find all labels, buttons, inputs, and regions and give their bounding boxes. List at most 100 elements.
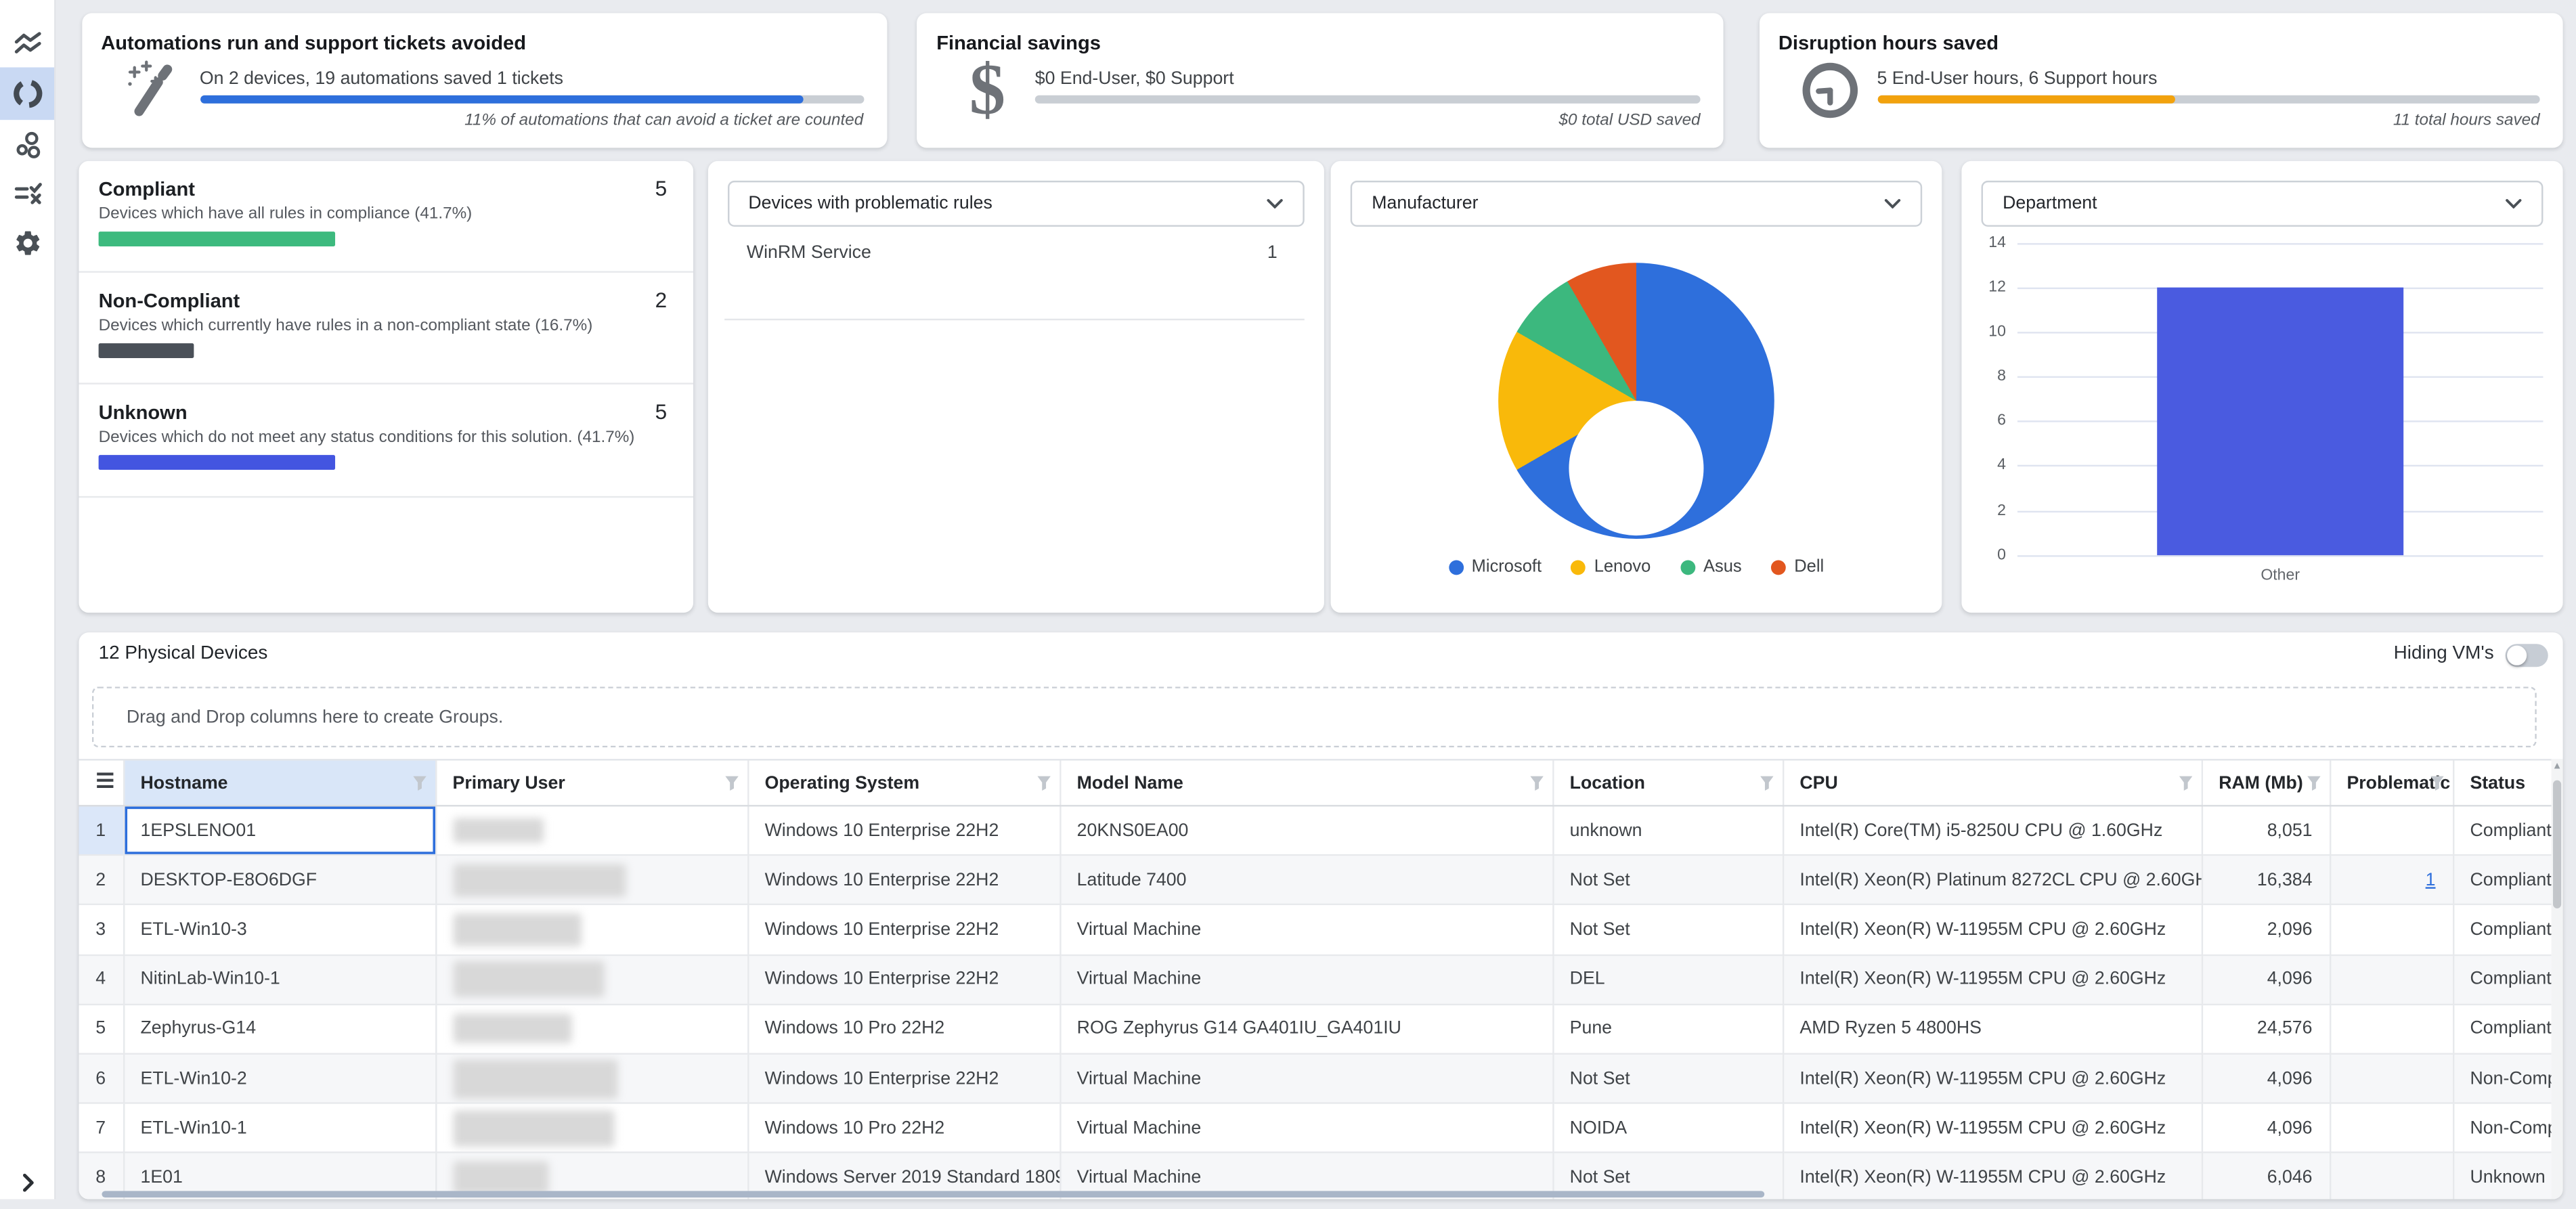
- primary-user-cell[interactable]: [435, 1004, 749, 1055]
- filter-icon[interactable]: [724, 775, 739, 791]
- menu-icon[interactable]: [95, 772, 115, 789]
- hostname-cell[interactable]: Zephyrus-G14: [123, 1004, 437, 1055]
- hostname-cell[interactable]: NitinLab-Win10-1: [123, 954, 437, 1005]
- ram-cell[interactable]: 2,096: [2201, 904, 2331, 956]
- cpu-cell[interactable]: Intel(R) Xeon(R) W-11955M CPU @ 2.60GHz: [1782, 1053, 2202, 1105]
- sidebar-expand-button[interactable]: [0, 1156, 54, 1209]
- location-cell[interactable]: unknown: [1552, 806, 1784, 856]
- row-number-cell[interactable]: 1: [79, 806, 125, 856]
- hostname-cell[interactable]: ETL-Win10-1: [123, 1103, 437, 1154]
- problematic-count-link[interactable]: 1: [2425, 870, 2436, 890]
- model-name-cell[interactable]: ROG Zephyrus G14 GA401IU_GA401IU: [1060, 1004, 1554, 1055]
- primary-user-cell[interactable]: [435, 1103, 749, 1154]
- model-name-cell[interactable]: Virtual Machine: [1060, 1103, 1554, 1154]
- column-header-cpu[interactable]: CPU: [1782, 760, 2202, 807]
- cpu-cell[interactable]: Intel(R) Xeon(R) Platinum 8272CL CPU @ 2…: [1782, 855, 2202, 906]
- problematic-cell[interactable]: 1: [2330, 855, 2454, 906]
- model-name-cell[interactable]: 20KNS0EA00: [1060, 806, 1554, 856]
- operating-system-cell[interactable]: Windows 10 Pro 22H2: [747, 1004, 1061, 1055]
- filter-icon[interactable]: [1529, 775, 1544, 791]
- horizontal-scrollbar-thumb[interactable]: [102, 1191, 1765, 1198]
- filter-icon[interactable]: [412, 775, 427, 791]
- primary-user-cell[interactable]: [435, 1053, 749, 1105]
- department-dropdown[interactable]: Department: [1981, 180, 2544, 227]
- status-cell[interactable]: Non-Compliant: [2453, 1103, 2552, 1154]
- primary-user-cell[interactable]: [435, 855, 749, 906]
- row-number-cell[interactable]: 2: [79, 855, 125, 906]
- vertical-scrollbar[interactable]: ▲: [2551, 759, 2563, 1200]
- operating-system-cell[interactable]: Windows 10 Pro 22H2: [747, 1103, 1061, 1154]
- cpu-cell[interactable]: Intel(R) Xeon(R) W-11955M CPU @ 2.60GHz: [1782, 954, 2202, 1005]
- hostname-cell[interactable]: ETL-Win10-2: [123, 1053, 437, 1105]
- status-cell[interactable]: Compliant: [2453, 806, 2552, 856]
- model-name-cell[interactable]: Virtual Machine: [1060, 904, 1554, 956]
- scrollbar-thumb[interactable]: [2553, 780, 2562, 908]
- problematic-rule-row[interactable]: WinRM Service 1: [747, 242, 1278, 262]
- cpu-cell[interactable]: AMD Ryzen 5 4800HS: [1782, 1004, 2202, 1055]
- status-cell[interactable]: Compliant: [2453, 904, 2552, 956]
- cpu-cell[interactable]: Intel(R) Core(TM) i5-8250U CPU @ 1.60GHz: [1782, 806, 2202, 856]
- ram-cell[interactable]: 4,096: [2201, 954, 2331, 1005]
- sidebar-item-settings[interactable]: [0, 217, 54, 269]
- ram-cell[interactable]: 24,576: [2201, 1004, 2331, 1055]
- column-menu-header[interactable]: [79, 760, 125, 807]
- filter-icon[interactable]: [2306, 775, 2321, 791]
- hostname-cell[interactable]: DESKTOP-E8O6DGF: [123, 855, 437, 906]
- legend-item[interactable]: Dell: [1771, 557, 1824, 577]
- hiding-vms-toggle[interactable]: [2505, 643, 2548, 667]
- column-header-location[interactable]: Location: [1552, 760, 1784, 807]
- hostname-cell[interactable]: ETL-Win10-3: [123, 904, 437, 956]
- problematic-cell[interactable]: [2330, 1153, 2454, 1200]
- operating-system-cell[interactable]: Windows 10 Enterprise 22H2: [747, 806, 1061, 856]
- sidebar-item-rules[interactable]: [0, 168, 54, 221]
- operating-system-cell[interactable]: Windows 10 Enterprise 22H2: [747, 904, 1061, 956]
- group-drop-zone[interactable]: Drag and Drop columns here to create Gro…: [91, 686, 2537, 748]
- manufacturer-dropdown[interactable]: Manufacturer: [1350, 180, 1923, 227]
- column-header-operating-system[interactable]: Operating System: [747, 760, 1061, 807]
- status-cell[interactable]: Unknown: [2453, 1153, 2552, 1200]
- legend-item[interactable]: Asus: [1680, 557, 1742, 577]
- row-number-cell[interactable]: 3: [79, 904, 125, 956]
- location-cell[interactable]: Not Set: [1552, 855, 1784, 906]
- cpu-cell[interactable]: Intel(R) Xeon(R) W-11955M CPU @ 2.60GHz: [1782, 1153, 2202, 1200]
- legend-item[interactable]: Lenovo: [1571, 557, 1651, 577]
- column-header-status[interactable]: Status: [2453, 760, 2552, 807]
- status-cell[interactable]: Non-Compliant: [2453, 1053, 2552, 1105]
- column-header-hostname[interactable]: Hostname: [123, 760, 437, 807]
- primary-user-cell[interactable]: [435, 904, 749, 956]
- row-number-cell[interactable]: 6: [79, 1053, 125, 1105]
- operating-system-cell[interactable]: Windows 10 Enterprise 22H2: [747, 1053, 1061, 1105]
- cpu-cell[interactable]: Intel(R) Xeon(R) W-11955M CPU @ 2.60GHz: [1782, 1103, 2202, 1154]
- column-header-primary-user[interactable]: Primary User: [435, 760, 749, 807]
- problematic-cell[interactable]: [2330, 904, 2454, 956]
- primary-user-cell[interactable]: [435, 954, 749, 1005]
- model-name-cell[interactable]: Latitude 7400: [1060, 855, 1554, 906]
- location-cell[interactable]: Not Set: [1552, 904, 1784, 956]
- row-number-cell[interactable]: 7: [79, 1103, 125, 1154]
- legend-item[interactable]: Microsoft: [1448, 557, 1542, 577]
- location-cell[interactable]: NOIDA: [1552, 1103, 1784, 1154]
- ram-cell[interactable]: 4,096: [2201, 1053, 2331, 1105]
- filter-icon[interactable]: [2178, 775, 2193, 791]
- ram-cell[interactable]: 8,051: [2201, 806, 2331, 856]
- model-name-cell[interactable]: Virtual Machine: [1060, 954, 1554, 1005]
- sidebar-item-activity[interactable]: [0, 18, 54, 71]
- problematic-cell[interactable]: [2330, 806, 2454, 856]
- column-header-ram-mb[interactable]: RAM (Mb): [2201, 760, 2331, 807]
- location-cell[interactable]: DEL: [1552, 954, 1784, 1005]
- status-cell[interactable]: Compliant: [2453, 855, 2552, 906]
- problematic-cell[interactable]: [2330, 1053, 2454, 1105]
- problematic-cell[interactable]: [2330, 954, 2454, 1005]
- ram-cell[interactable]: 4,096: [2201, 1103, 2331, 1154]
- row-number-cell[interactable]: 8: [79, 1153, 125, 1200]
- problematic-cell[interactable]: [2330, 1004, 2454, 1055]
- filter-icon[interactable]: [2429, 775, 2444, 791]
- sidebar-item-devices[interactable]: [0, 118, 54, 171]
- primary-user-cell[interactable]: [435, 806, 749, 856]
- ram-cell[interactable]: 6,046: [2201, 1153, 2331, 1200]
- problematic-rules-dropdown[interactable]: Devices with problematic rules: [726, 180, 1304, 227]
- hostname-cell[interactable]: 1EPSLENO01: [123, 806, 437, 856]
- location-cell[interactable]: Not Set: [1552, 1053, 1784, 1105]
- filter-icon[interactable]: [1036, 775, 1051, 791]
- status-cell[interactable]: Compliant: [2453, 1004, 2552, 1055]
